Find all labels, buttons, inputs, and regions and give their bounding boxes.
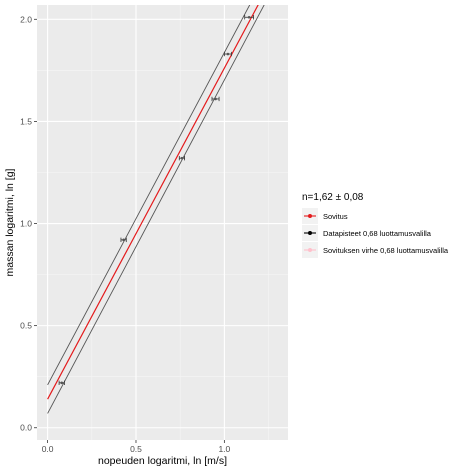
y-tick-label: 2.0 (20, 14, 32, 24)
x-axis-title: nopeuden logaritmi, ln [m/s] (98, 455, 227, 467)
grid-major (37, 5, 288, 440)
legend-key-point (308, 248, 312, 252)
data-point-1 (58, 380, 65, 386)
legend-label: Sovitus (323, 212, 348, 221)
legend-item-2: Datapisteet 0,68 luottamusvalilla (302, 225, 432, 241)
fit-lines (47, 5, 265, 414)
point-marker (180, 156, 184, 160)
point-marker (226, 52, 230, 56)
legend-title: n=1,62 ± 0,08 (302, 192, 364, 203)
data-point-2 (120, 237, 127, 243)
legend-key-point (308, 231, 312, 235)
x-tick-labels: 0.0 0.5 1.0 (42, 444, 231, 454)
axis-ticks (34, 18, 225, 443)
data-points (58, 15, 254, 386)
y-tick-label: 1.0 (20, 219, 32, 229)
legend-item-3: Sovituksen virhe 0,68 luottamusvalilla (302, 242, 449, 258)
point-marker (214, 97, 217, 101)
data-point-5 (223, 51, 232, 57)
legend-label: Sovituksen virhe 0,68 luottamusvalilla (323, 246, 449, 255)
y-tick-label: 1.5 (20, 116, 32, 126)
x-tick-label: 1.0 (218, 444, 230, 454)
x-tick-label: 0.5 (130, 444, 142, 454)
legend-items: Sovitus Datapisteet 0,68 luottamusvalilla… (302, 208, 449, 258)
y-tick-labels: 0.0 0.5 1.0 1.5 2.0 (20, 14, 32, 432)
point-marker (122, 238, 125, 242)
data-point-3 (178, 155, 185, 161)
point-marker (247, 15, 251, 19)
fit-bound-line-1 (47, 5, 251, 386)
legend-key-point (308, 214, 312, 218)
data-point-4 (211, 96, 220, 102)
legend: n=1,62 ± 0,08 Sovitus Datapisteet 0,68 lu… (302, 192, 449, 258)
grid-minor (37, 5, 288, 440)
plot-panel (37, 5, 288, 440)
data-point-6 (244, 15, 254, 20)
fit-line (47, 5, 259, 400)
point-marker (60, 381, 64, 385)
x-tick-label: 0.0 (42, 444, 54, 454)
y-tick-label: 0.0 (20, 423, 32, 433)
legend-label: Datapisteet 0,68 luottamusvalilla (323, 229, 432, 238)
y-axis-title: massan logaritmi, ln [g] (4, 168, 16, 276)
fit-bound-line-2 (47, 5, 265, 414)
y-tick-label: 0.5 (20, 321, 32, 331)
legend-item-1: Sovitus (302, 208, 348, 224)
